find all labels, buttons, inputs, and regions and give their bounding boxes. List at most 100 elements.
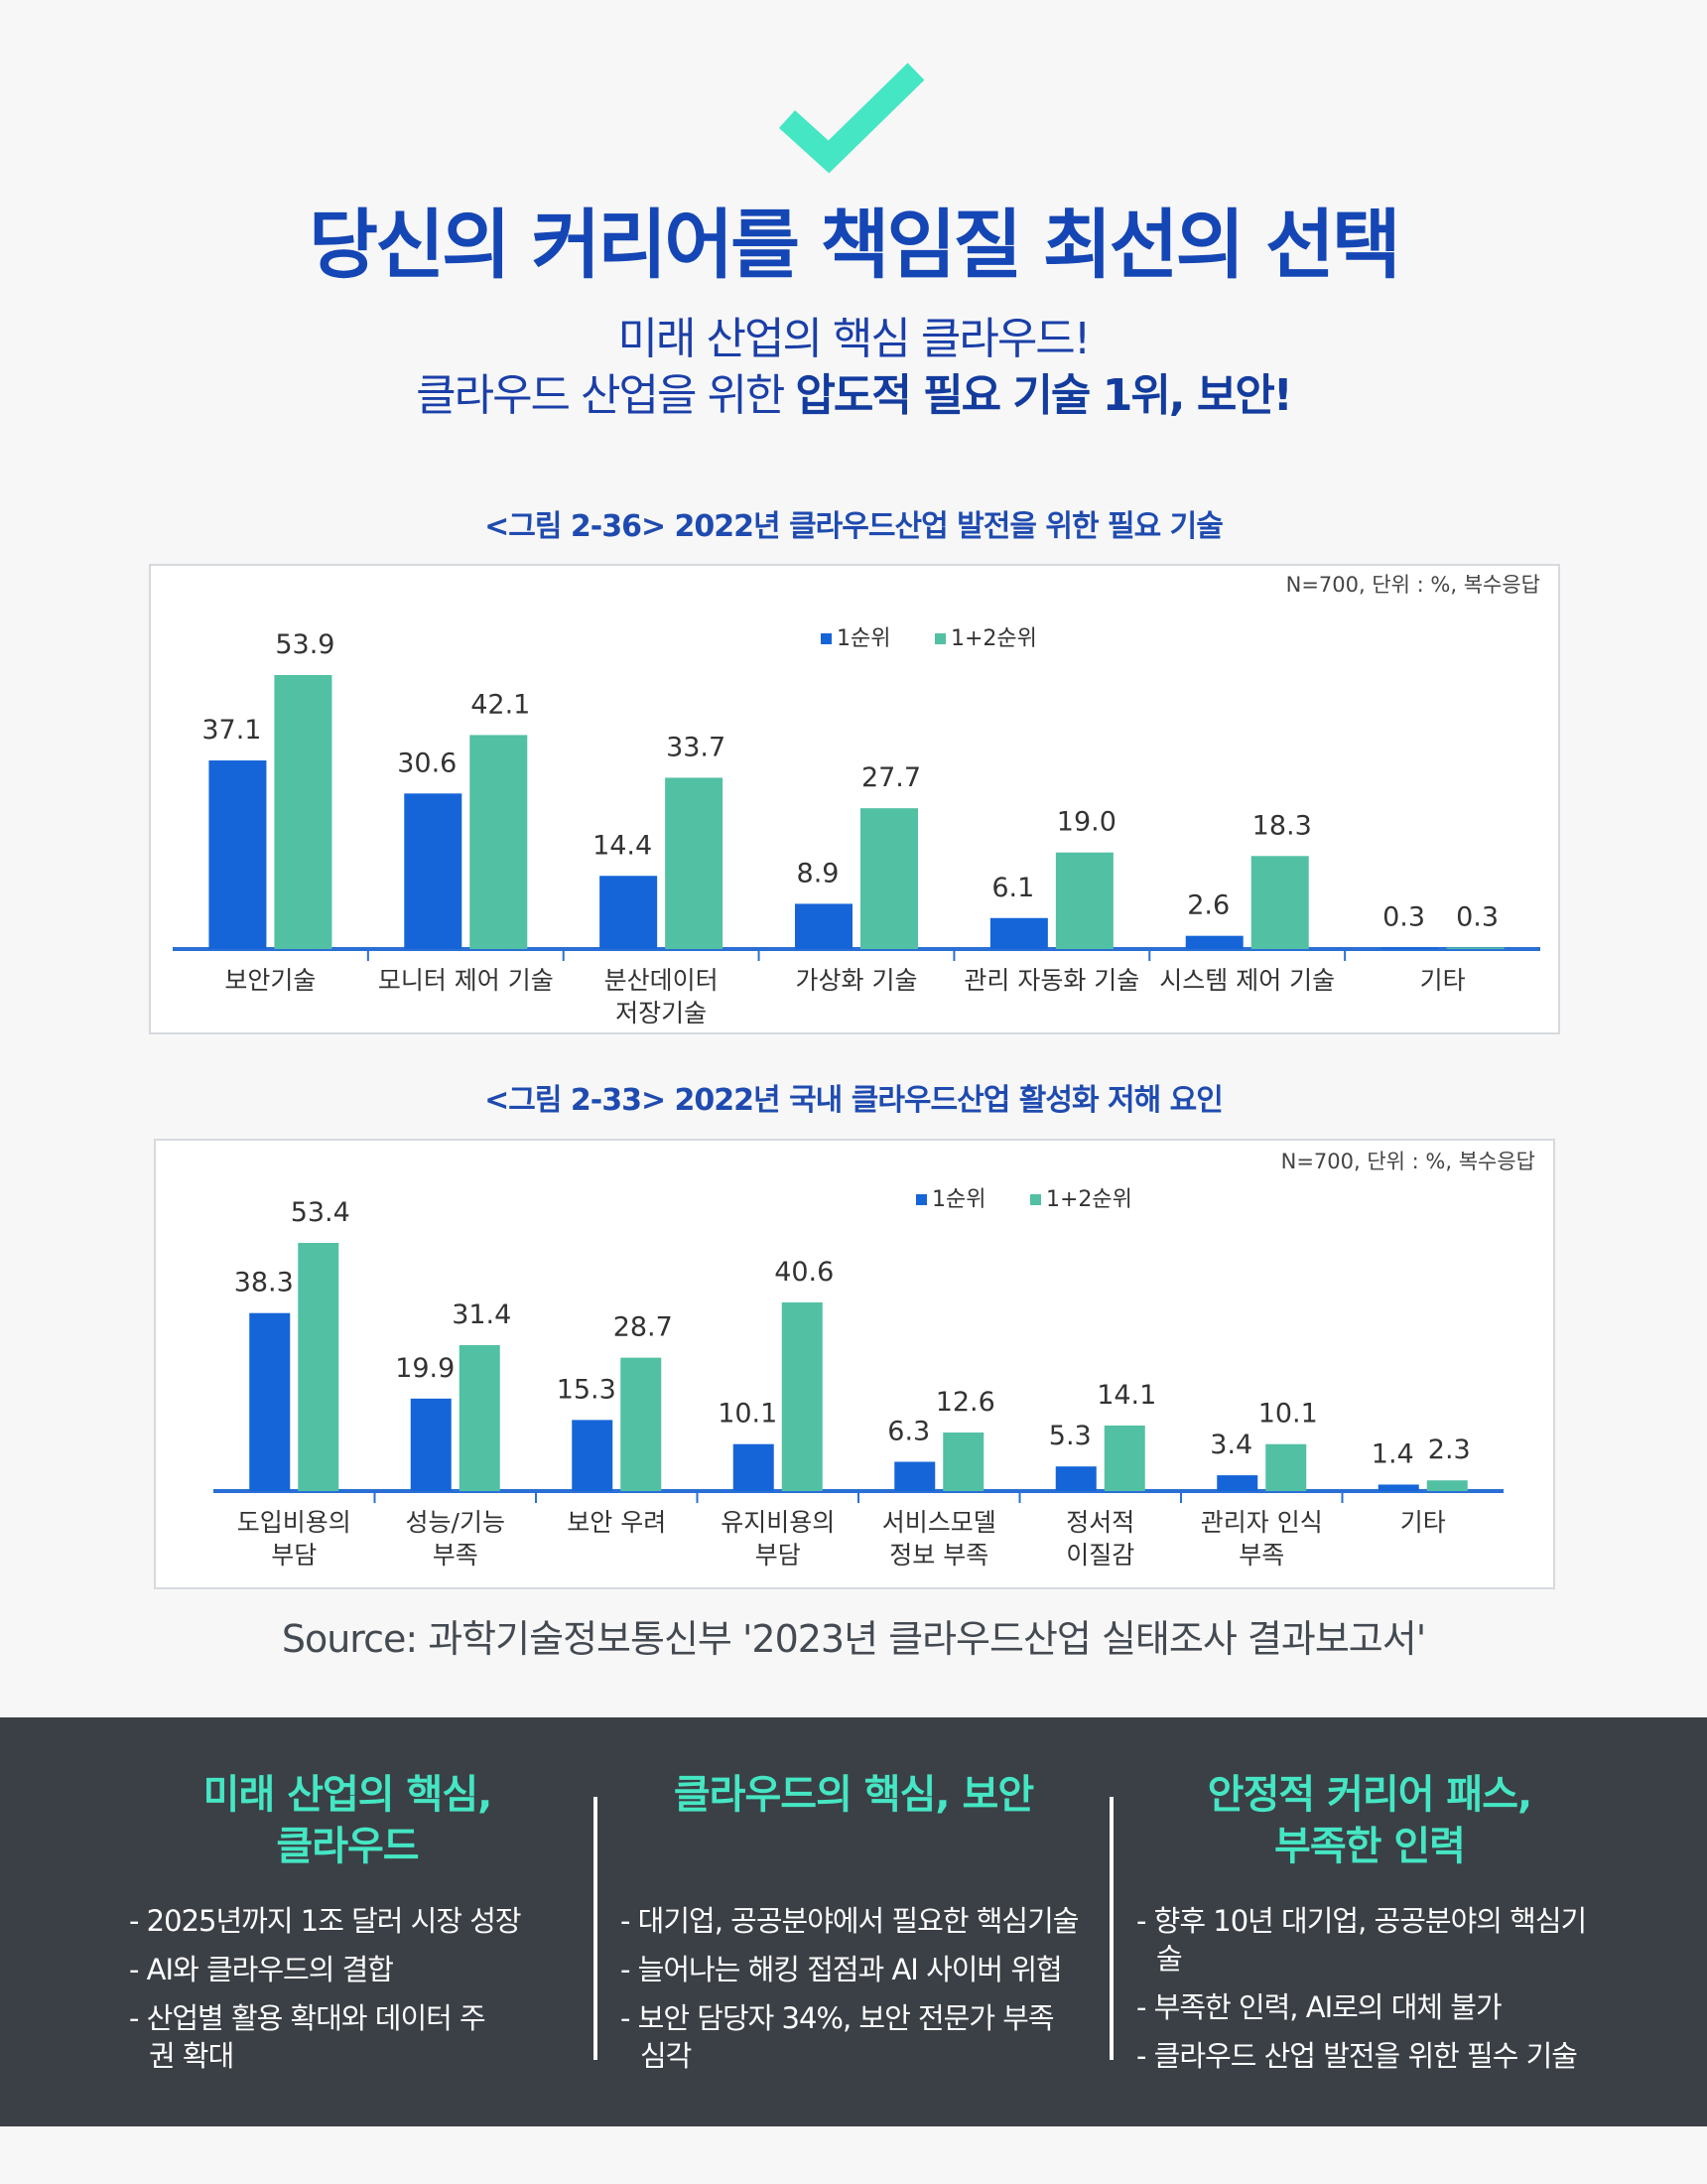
- data-label-series-1: 3.4: [1210, 1430, 1252, 1460]
- footer-strip: [0, 2126, 1707, 2184]
- page-title: 당신의 커리어를 책임질 최선의 선택: [309, 201, 1401, 289]
- bar-series-2: [943, 1433, 985, 1491]
- data-label-series-2: 12.6: [936, 1387, 995, 1418]
- feature-column-title: 클라우드의 핵심, 보안: [620, 1769, 1087, 1872]
- feature-column-title-line-1: 안정적 커리어 패스,: [1207, 1772, 1532, 1818]
- subtitle-line-2-highlight: 압도적 필요 기술 1위, 보안!: [795, 370, 1292, 421]
- category-label-line: 관리자 인식: [1201, 1508, 1323, 1537]
- bar-series-1: [1217, 1475, 1258, 1491]
- category-label-line: 보안 우려: [567, 1508, 666, 1537]
- bar-series-1: [1378, 1484, 1419, 1491]
- data-label-series-1: 37.1: [201, 715, 261, 746]
- bar-series-2: [1104, 1425, 1145, 1491]
- data-label-series-2: 28.7: [613, 1312, 673, 1343]
- bar-series-2: [620, 1357, 662, 1491]
- feature-list-item: - 늘어나는 해킹 접점과 AI 사이버 위협: [620, 1953, 1063, 1986]
- category-label-line: 보안기술: [224, 966, 316, 995]
- category-label-line: 부족: [1239, 1541, 1284, 1570]
- chart-1-svg: N=700, 단위 : %, 복수응답 1순위 1+2순위 37.1 53.9 보안기술 3…: [173, 573, 1540, 1027]
- data-label-series-1: 38.3: [234, 1268, 294, 1298]
- legend-swatch: [935, 633, 946, 644]
- category-label: 보안 우려: [567, 1508, 666, 1537]
- data-label-series-2: 42.1: [470, 689, 530, 720]
- legend-label: 1순위: [932, 1187, 985, 1212]
- subtitle-line-2: 클라우드 산업을 위한 압도적 필요 기술 1위, 보안!: [0, 359, 1707, 423]
- category-label-line: 분산데이터: [604, 966, 719, 995]
- category-label-line: 이질감: [1066, 1541, 1134, 1570]
- feature-column-cloud: 미래 산업의 핵심, 클라우드 - 2025년까지 1조 달러 시장 성장 - …: [129, 1769, 566, 2086]
- bar-series-2: [469, 735, 528, 949]
- feature-panel: 미래 산업의 핵심, 클라우드 - 2025년까지 1조 달러 시장 성장 - …: [0, 1717, 1707, 2126]
- bar-series-1: [1185, 935, 1244, 949]
- data-label-series-1: 2.6: [1187, 890, 1230, 921]
- category-label: 유지비용의 부담: [721, 1508, 835, 1570]
- data-label-series-2: 19.0: [1057, 807, 1116, 838]
- category-label-line: 부담: [271, 1541, 317, 1570]
- category-label-line: 가상화 기술: [796, 966, 918, 995]
- feature-column-title-line-2: 클라우드: [276, 1824, 419, 1869]
- category-label-line: 시스템 제어 기술: [1159, 966, 1335, 995]
- data-label-series-1: 8.9: [797, 858, 840, 888]
- bar-series-1: [572, 1420, 613, 1491]
- bar-series-2: [1250, 856, 1309, 949]
- category-label: 관리 자동화 기술: [964, 966, 1139, 995]
- data-label-series-2: 31.4: [452, 1299, 511, 1330]
- feature-list-item: - 2025년까지 1조 달러 시장 성장: [129, 1904, 522, 1938]
- data-label-series-1: 15.3: [557, 1374, 616, 1405]
- bar-series-2: [274, 675, 332, 949]
- bar-series-2: [1265, 1443, 1307, 1491]
- category-label-line: 저장기술: [615, 999, 707, 1027]
- feature-column-title: 안정적 커리어 패스, 부족한 인력: [1136, 1769, 1603, 1872]
- data-label-series-1: 5.3: [1049, 1421, 1092, 1451]
- category-label-line: 정보 부족: [889, 1541, 988, 1570]
- category-label-line: 성능/기능: [406, 1508, 505, 1537]
- bar-series-1: [599, 876, 658, 949]
- feature-column-security: 클라우드의 핵심, 보안 - 대기업, 공공분야에서 필요한 핵심기술 - 늘어…: [620, 1769, 1087, 2086]
- bar-series-1: [208, 760, 267, 949]
- legend-label: 1+2순위: [951, 626, 1037, 651]
- legend-label: 1순위: [837, 626, 890, 651]
- feature-list-item: - 대기업, 공공분야에서 필요한 핵심기술: [620, 1904, 1079, 1938]
- feature-column-title-line-2: [620, 1821, 1087, 1872]
- bar-series-2: [1055, 852, 1114, 949]
- top-section: 당신의 커리어를 책임질 최선의 선택 미래 산업의 핵심 클라우드! 클라우드…: [0, 63, 1707, 1661]
- chart-note: N=700, 단위 : %, 복수응답: [1281, 1150, 1535, 1173]
- column-divider: [1110, 1797, 1114, 2060]
- feature-list: - 대기업, 공공분야에서 필요한 핵심기술 - 늘어나는 해킹 접점과 AI …: [620, 1902, 1087, 2075]
- data-label-series-1: 10.1: [718, 1399, 777, 1430]
- data-label-series-1: 19.9: [395, 1353, 455, 1384]
- bar-series-1: [989, 917, 1048, 949]
- category-label: 서비스모델 정보 부족: [882, 1508, 996, 1570]
- category-label-line: 도입비용의: [237, 1508, 351, 1537]
- chart-1-container: N=700, 단위 : %, 복수응답 1순위 1+2순위 37.1 53.9 보안기술 3…: [149, 564, 1560, 1034]
- category-label-line: 기타: [1420, 966, 1466, 995]
- feature-column-title-line-2: 부족한 인력: [1274, 1824, 1466, 1869]
- data-label-series-2: 53.4: [291, 1197, 350, 1228]
- category-label: 기타: [1420, 966, 1466, 995]
- data-label-series-2: 18.3: [1252, 810, 1312, 841]
- legend-swatch: [821, 633, 832, 644]
- subtitle-line-1: 미래 산업의 핵심 클라우드!: [617, 314, 1092, 364]
- bar-series-2: [1446, 947, 1505, 949]
- chart-2-svg: N=700, 단위 : %, 복수응답 1순위 1+2순위 38.3 53.4 도입비용의…: [213, 1150, 1535, 1570]
- subtitle-line-2-prefix: 클라우드 산업을 위한: [416, 370, 796, 421]
- category-label-line: 부담: [755, 1541, 801, 1570]
- category-label-line: 부족: [433, 1541, 478, 1570]
- category-label-line: 관리 자동화 기술: [964, 966, 1139, 995]
- bar-series-1: [1380, 947, 1439, 949]
- data-label-series-1: 6.1: [991, 873, 1034, 903]
- data-label-series-2: 40.6: [774, 1257, 834, 1288]
- legend-swatch: [916, 1194, 927, 1205]
- bar-series-1: [404, 793, 462, 949]
- data-label-series-2: 0.3: [1456, 901, 1499, 932]
- data-label-series-2: 2.3: [1428, 1434, 1471, 1465]
- category-label: 가상화 기술: [796, 966, 918, 995]
- category-label: 기타: [1400, 1508, 1446, 1537]
- category-label: 모니터 제어 기술: [378, 966, 554, 995]
- data-label-series-2: 33.7: [666, 732, 725, 762]
- category-label: 시스템 제어 기술: [1159, 966, 1335, 995]
- bar-series-1: [732, 1443, 774, 1491]
- feature-list-item: - 산업별 활용 확대와 데이터 주권 확대: [129, 2001, 486, 2073]
